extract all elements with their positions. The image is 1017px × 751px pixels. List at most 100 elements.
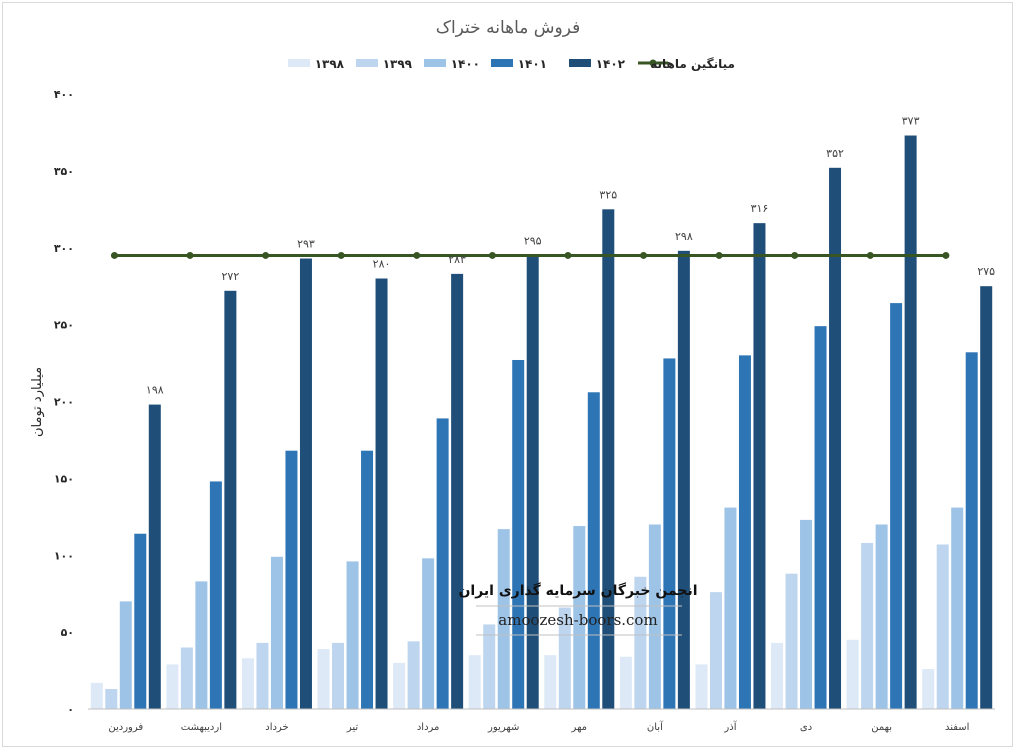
average-line-marker	[791, 251, 799, 259]
watermark-title: انجمن خبرگان سرمایه گذاری ایران	[458, 582, 697, 599]
y-axis: ۰ ۵۰ ۱۰۰ ۱۵۰ ۲۰۰ ۲۵۰ ۳۰۰ ۳۵۰ ۴۰۰	[54, 88, 74, 716]
bar	[936, 544, 949, 709]
average-line-marker	[564, 251, 572, 259]
bar	[544, 655, 557, 709]
bar	[148, 404, 161, 709]
data-label: ۲۹۳	[297, 238, 315, 251]
bar	[332, 642, 345, 709]
bar	[407, 641, 420, 709]
bar	[573, 526, 586, 709]
y-tick-label: ۱۵۰	[54, 472, 74, 485]
legend-label: میانگین ماهانه	[650, 57, 735, 71]
average-line	[110, 251, 950, 259]
bar	[285, 450, 298, 709]
data-label: ۲۷۲	[222, 270, 240, 283]
legend-swatch	[569, 59, 591, 67]
legend-swatch	[288, 59, 310, 67]
data-label: ۲۹۵	[524, 234, 542, 247]
average-line-marker	[262, 251, 270, 259]
bar	[738, 355, 751, 709]
bar	[512, 359, 525, 709]
watermark-url: amoozesh-boors.com	[498, 611, 657, 629]
y-tick-label: ۱۰۰	[54, 549, 74, 562]
bar	[497, 529, 510, 709]
bar	[270, 556, 283, 709]
bar	[90, 682, 103, 709]
data-label: ۳۱۶	[751, 202, 769, 215]
x-tick-label: مرداد	[417, 722, 440, 733]
data-label: ۱۹۸	[146, 384, 164, 397]
legend-label: ۱۴۰۲	[596, 57, 626, 71]
bar	[526, 255, 539, 709]
legend-swatch	[424, 59, 446, 67]
x-tick-label: بهمن	[871, 722, 892, 733]
bar	[224, 290, 237, 709]
bar	[800, 519, 813, 709]
bar	[209, 481, 222, 709]
bar	[771, 642, 784, 709]
bar	[299, 258, 312, 709]
y-axis-label: میلیارد تومان	[30, 367, 45, 437]
bars	[90, 135, 993, 710]
bar	[875, 524, 888, 709]
bar	[393, 662, 406, 709]
bar	[134, 533, 147, 709]
bar	[846, 639, 859, 709]
bar	[753, 223, 766, 709]
average-line-marker	[337, 251, 345, 259]
y-tick-label: ۴۰۰	[54, 88, 74, 101]
bar	[468, 655, 481, 709]
bar	[648, 524, 661, 709]
average-line-marker	[110, 251, 118, 259]
data-label: ۲۹۸	[675, 230, 693, 243]
bar	[922, 669, 935, 709]
average-line-marker	[413, 251, 421, 259]
x-tick-label: اردیبهشت	[181, 722, 222, 733]
bar	[180, 647, 193, 709]
data-label: ۲۸۳	[448, 253, 466, 266]
bar	[166, 664, 179, 709]
bar	[346, 561, 359, 709]
bar	[361, 450, 374, 709]
y-tick-label: ۳۵۰	[54, 165, 74, 178]
average-line-marker	[186, 251, 194, 259]
bar	[256, 642, 269, 709]
bar	[709, 592, 722, 709]
x-tick-label: مهر	[571, 722, 587, 733]
x-tick-label: تیر	[346, 722, 359, 733]
bar	[785, 573, 798, 709]
bar	[451, 273, 464, 709]
average-line-marker	[866, 251, 874, 259]
bar	[724, 507, 737, 709]
y-tick-label: ۲۵۰	[54, 319, 74, 332]
bar	[119, 601, 132, 709]
x-tick-label: آبان	[647, 720, 664, 733]
data-label: ۳۵۲	[826, 147, 844, 160]
y-tick-label: ۵۰	[61, 626, 74, 639]
bar	[695, 664, 708, 709]
bar	[814, 326, 827, 709]
x-tick-label: شهریور	[487, 722, 519, 733]
legend: میانگین ماهانه ۱۳۹۸ ۱۳۹۹ ۱۴۰۰ ۱۴۰۱ ۱۴۰۲	[288, 57, 735, 71]
x-tick-label: آذر	[723, 720, 737, 733]
x-tick-label: دی	[800, 722, 812, 733]
bar	[861, 542, 874, 709]
bar	[904, 135, 917, 709]
y-tick-label: ۲۰۰	[54, 396, 74, 409]
legend-label: ۱۳۹۸	[315, 57, 345, 71]
bar	[436, 418, 449, 709]
bar	[677, 250, 690, 709]
bar	[619, 656, 632, 709]
bar	[375, 278, 388, 709]
bar	[587, 392, 600, 709]
bar	[951, 507, 964, 709]
bar	[105, 689, 118, 709]
legend-label: ۱۴۰۰	[451, 57, 480, 71]
legend-swatch	[491, 59, 513, 67]
average-line-marker	[715, 251, 723, 259]
legend-swatch	[356, 59, 378, 67]
bar	[602, 209, 615, 709]
legend-label: ۱۳۹۹	[383, 57, 413, 71]
